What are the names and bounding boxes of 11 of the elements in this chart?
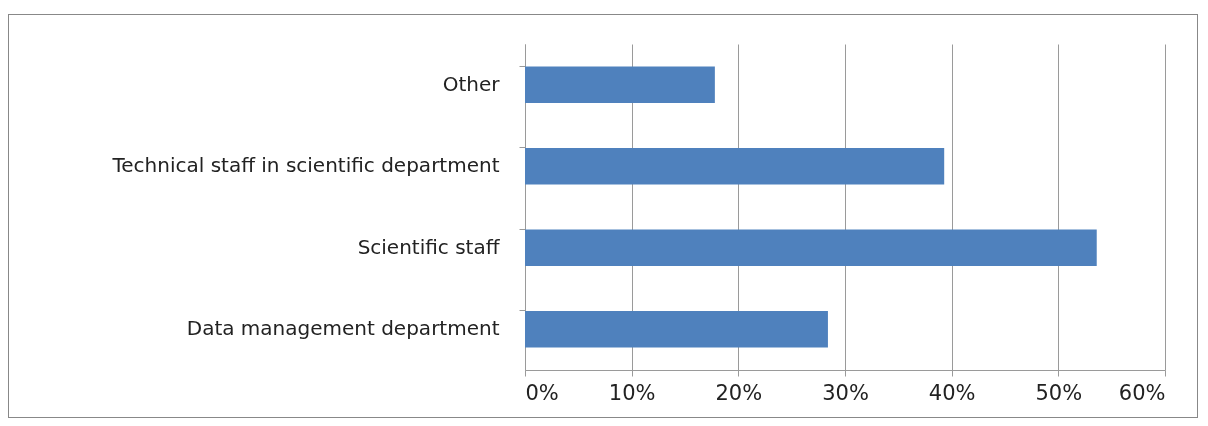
x-tick-label: 40% xyxy=(928,380,976,405)
x-tick-label: 0% xyxy=(525,380,559,405)
y-tick-label: Technical staff in scientific department xyxy=(111,153,500,178)
x-tick-label: 50% xyxy=(1035,380,1083,405)
x-tick-label: 60% xyxy=(1118,380,1166,405)
x-tick-label: 10% xyxy=(608,380,656,405)
y-tick-label: Data management department xyxy=(186,316,500,341)
x-tick-label: 30% xyxy=(822,380,869,405)
x-tick-label: 20% xyxy=(715,380,763,405)
y-tick-label: Other xyxy=(442,71,501,96)
y-tick-label: Scientific staff xyxy=(357,234,501,259)
